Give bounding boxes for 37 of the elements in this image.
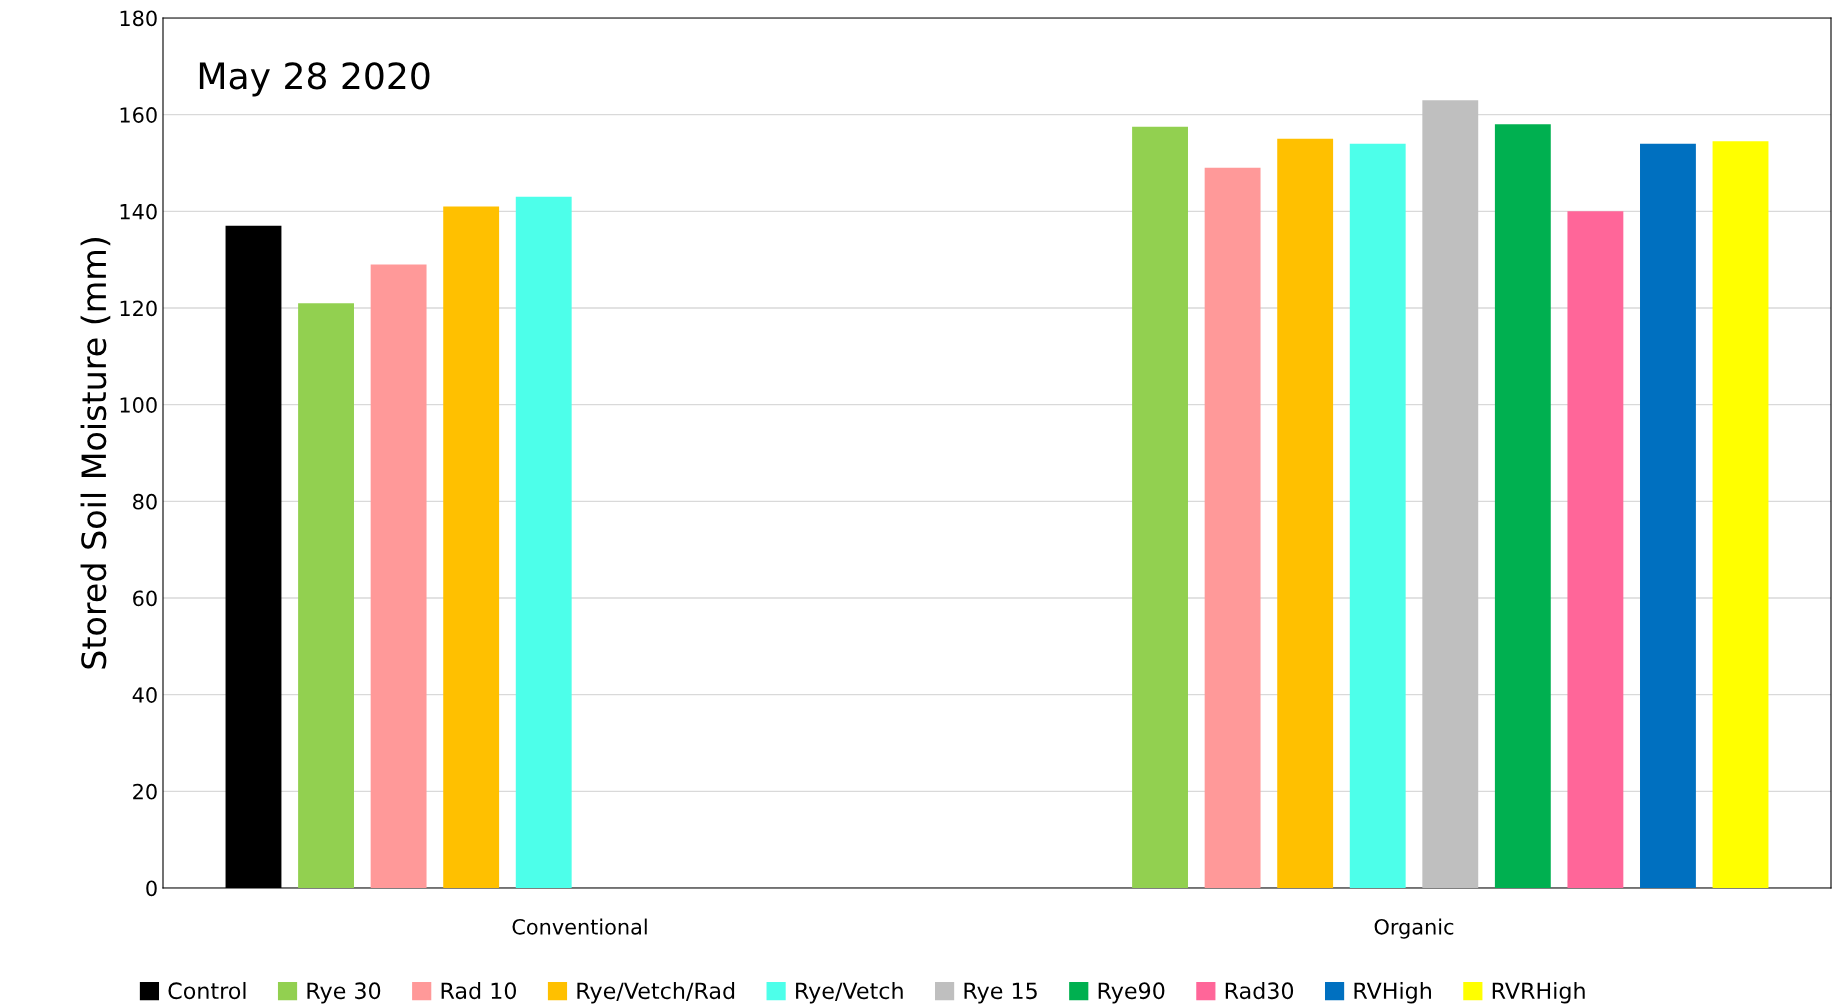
text: May 28 2020 (199, 62, 430, 97)
legend-label: Rye/Vetch/Rad (577, 981, 735, 1004)
y-tick-label: 20 (133, 783, 157, 800)
bar (1277, 138, 1334, 888)
bar (515, 196, 572, 888)
x-tick-label: Conventional (512, 918, 647, 935)
bar (443, 206, 500, 888)
bar (1349, 143, 1406, 888)
bar (1132, 126, 1188, 888)
y-tick-label: 140 (120, 203, 157, 220)
legend-label: Control (168, 981, 246, 1000)
bar (1204, 167, 1261, 888)
y-tick-label: 100 (120, 397, 157, 413)
legend-label: Rye 30 (307, 982, 381, 1004)
legend-label: RVHigh (1354, 981, 1431, 1004)
bar (1712, 141, 1769, 888)
legend-label: Rye90 (1098, 982, 1165, 1004)
y-tick-label: 160 (120, 107, 157, 123)
y-tick-label: 60 (133, 590, 157, 607)
y-tick-label: 180 (120, 10, 157, 27)
bar (298, 303, 354, 888)
bar (1640, 143, 1696, 888)
y-tick-label: 40 (132, 687, 157, 703)
bar (370, 264, 427, 888)
legend-label: Rye 15 (964, 982, 1037, 1004)
legend-label: Rad 10 (441, 981, 517, 1000)
bar (1422, 100, 1479, 888)
legend-label: Rye/Vetch (796, 981, 903, 1004)
y-tick-label: 120 (120, 300, 157, 317)
y-tick-label: 0 (146, 880, 157, 897)
y-axis-title: Stored Soil Moisture (mm) (80, 238, 111, 669)
x-tick-label: Organic (1374, 918, 1454, 939)
bar (1494, 124, 1551, 888)
y-tick-label: 80 (133, 493, 157, 510)
legend-label: Rad30 (1225, 981, 1294, 1000)
legend-label: RVRHigh (1492, 981, 1585, 1004)
bar (1567, 211, 1624, 888)
